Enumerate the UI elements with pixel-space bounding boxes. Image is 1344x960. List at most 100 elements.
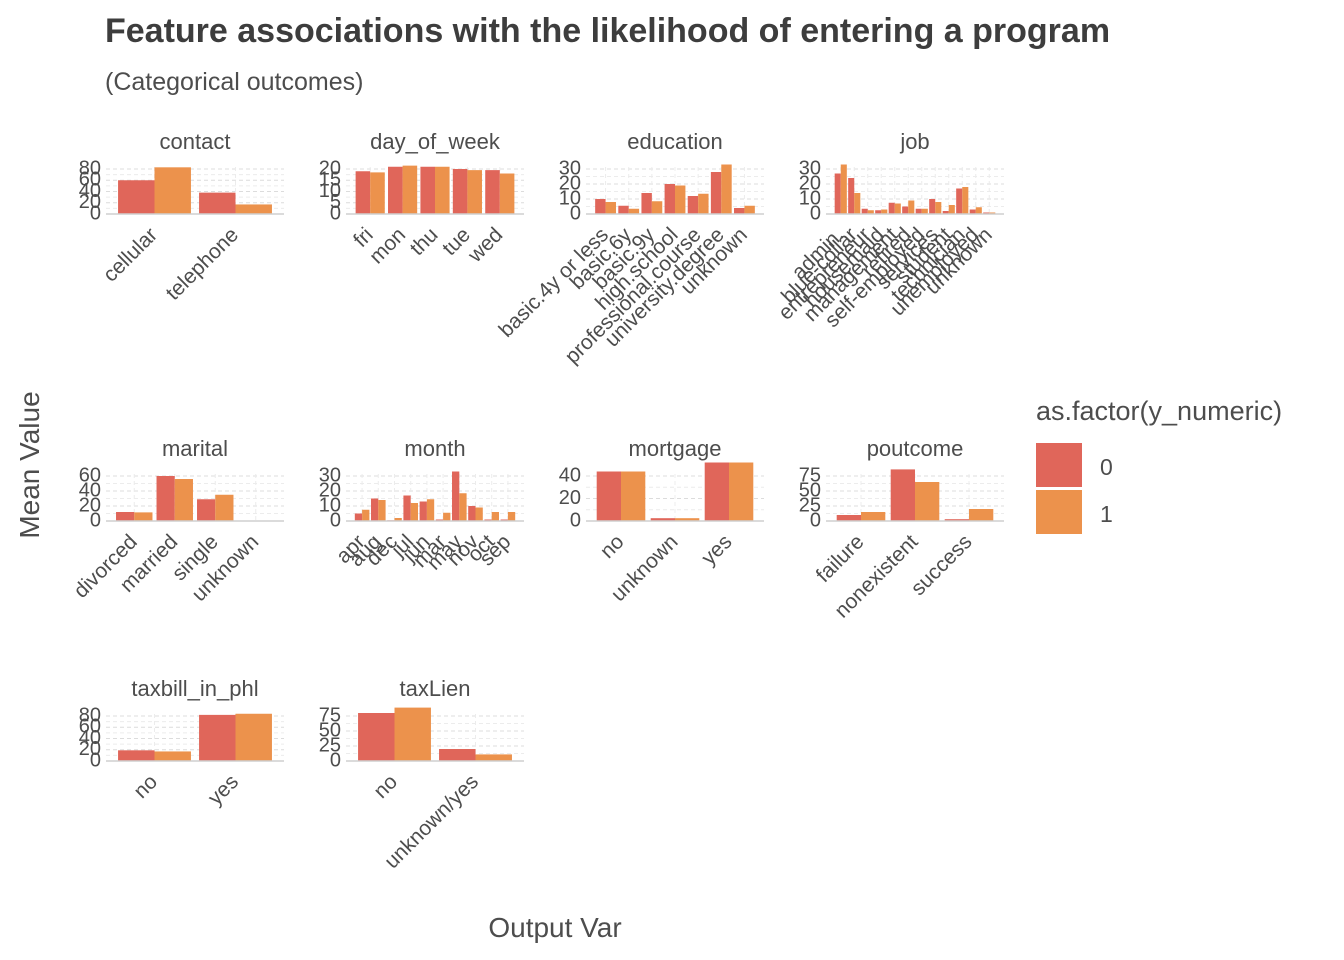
bar-education-professional.course-1 <box>698 193 709 214</box>
bar-education-unknown-1 <box>744 205 755 214</box>
y-tick-label: 80 <box>79 157 101 179</box>
facet-title: job <box>899 129 929 154</box>
facet-marital: marital0204060divorcedmarriedsingleunkno… <box>69 436 284 606</box>
bar-contact-telephone-1 <box>235 204 272 214</box>
bar-education-basic.4y or less-1 <box>605 202 616 214</box>
bar-education-professional.course-0 <box>687 196 699 214</box>
bar-job-housemaid-1 <box>881 209 888 214</box>
legend-swatch-1 <box>1036 490 1082 534</box>
y-tick-label: 40 <box>79 479 101 501</box>
x-tick-label: yes <box>697 530 736 569</box>
bar-education-basic.4y or less-0 <box>595 199 606 214</box>
bar-contact-cellular-1 <box>154 167 191 214</box>
bar-job-technician-0 <box>956 188 963 214</box>
bar-mortgage-yes-1 <box>729 462 754 521</box>
facet-title: marital <box>162 436 228 461</box>
facet-title: month <box>404 436 465 461</box>
bar-job-admin.-1 <box>840 164 847 214</box>
y-tick-label: 20 <box>319 479 341 501</box>
bar-job-technician-1 <box>962 187 969 214</box>
y-tick-label: 60 <box>79 464 101 486</box>
y-tick-label: 50 <box>799 479 821 501</box>
bar-education-basic.6y-1 <box>628 208 640 214</box>
facet-job: job0102030admin.blue-collarentrepreneurh… <box>774 129 1004 332</box>
bar-job-entrepreneur-0 <box>861 208 868 214</box>
y-tick-label: 30 <box>799 157 821 179</box>
x-tick-label: no <box>596 530 629 563</box>
facet-title: day_of_week <box>370 129 501 154</box>
bar-month-nov-0 <box>468 506 476 521</box>
bar-job-management-0 <box>888 202 895 214</box>
bar-month-apr-0 <box>354 513 363 521</box>
page-title: Feature associations with the likelihood… <box>105 12 1111 50</box>
facet-title: contact <box>160 129 231 154</box>
bar-month-jun-0 <box>419 501 427 521</box>
bar-education-university.degree-1 <box>721 164 732 214</box>
y-tick-label: 20 <box>559 487 581 509</box>
bar-job-retired-1 <box>908 200 915 214</box>
bar-day_of_week-tue-0 <box>452 169 468 214</box>
y-tick-label: 40 <box>79 180 101 202</box>
bar-job-entrepreneur-1 <box>867 210 874 214</box>
bar-mortgage-no-1 <box>621 471 646 521</box>
legend-title: as.factor(y_numeric) <box>1036 396 1283 426</box>
y-tick-label: 40 <box>559 464 581 486</box>
facet-title: mortgage <box>629 436 722 461</box>
y-tick-label: 30 <box>319 464 341 486</box>
bar-contact-telephone-0 <box>199 192 236 214</box>
legend: as.factor(y_numeric) 0 1 <box>1036 396 1283 534</box>
bar-taxbill_in_phl-no-0 <box>118 750 155 761</box>
bar-day_of_week-wed-0 <box>485 170 500 214</box>
bar-poutcome-success-1 <box>969 509 994 521</box>
x-tick-label: success <box>907 530 977 600</box>
y-tick-label: 20 <box>319 157 341 179</box>
bar-job-unemployed-0 <box>969 209 976 214</box>
y-tick-label: 25 <box>799 494 821 516</box>
y-tick-label: 25 <box>319 734 341 756</box>
bar-job-self-employed-1 <box>921 208 928 214</box>
x-tick-label: no <box>129 770 162 803</box>
bar-taxbill_in_phl-no-1 <box>154 751 191 761</box>
bar-month-jul-0 <box>403 495 411 521</box>
y-tick-label: 20 <box>79 738 101 760</box>
bar-marital-divorced-1 <box>134 512 153 521</box>
bar-poutcome-failure-1 <box>861 512 886 521</box>
bar-poutcome-failure-0 <box>836 515 861 521</box>
bar-day_of_week-mon-0 <box>388 166 403 214</box>
x-tick-label: thu <box>406 223 443 260</box>
bar-education-unknown-0 <box>734 208 745 214</box>
y-tick-label: 0 <box>570 509 581 531</box>
bar-month-sep-1 <box>507 512 516 521</box>
facet-title: taxbill_in_phl <box>131 676 258 701</box>
y-tick-label: 0 <box>330 509 341 531</box>
bar-job-retired-0 <box>902 206 909 214</box>
bar-job-services-0 <box>929 199 936 214</box>
facet-title: education <box>627 129 722 154</box>
bar-day_of_week-fri-1 <box>370 172 385 214</box>
bar-poutcome-nonexistent-1 <box>915 482 940 521</box>
bar-taxLien-no-0 <box>358 713 395 761</box>
x-tick-label: yes <box>204 770 243 809</box>
y-tick-label: 75 <box>799 464 821 486</box>
bar-job-student-0 <box>942 211 949 214</box>
bar-taxLien-no-1 <box>394 707 431 761</box>
bar-marital-divorced-0 <box>116 512 135 521</box>
x-axis-title: Output Var <box>488 912 622 943</box>
bar-day_of_week-wed-1 <box>499 173 515 214</box>
y-tick-label: 0 <box>90 202 101 224</box>
y-tick-label: 10 <box>559 187 581 209</box>
y-tick-label: 0 <box>810 202 821 224</box>
bar-taxLien-unknown/yes-1 <box>475 754 512 761</box>
bar-job-unemployed-1 <box>975 207 982 214</box>
x-tick-label: no <box>369 770 402 803</box>
page-subtitle: (Categorical outcomes) <box>105 68 364 96</box>
y-tick-label: 80 <box>79 704 101 726</box>
bar-month-jun-1 <box>426 499 435 521</box>
bar-job-blue-collar-0 <box>848 178 855 214</box>
